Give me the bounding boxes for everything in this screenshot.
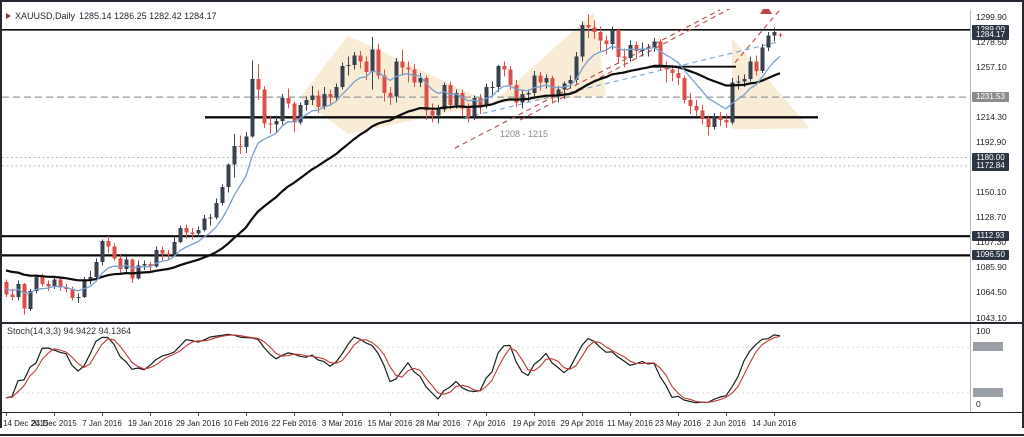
stoch-scale-max: 100 xyxy=(976,326,991,336)
date-axis-label: 10 Feb 2016 xyxy=(223,419,269,428)
price-badge-1112.93: 1112.93 xyxy=(972,231,1009,242)
stoch-main-line xyxy=(5,333,781,404)
main-plot[interactable] xyxy=(2,1,970,315)
support-zone-label: 1208 - 1215 xyxy=(499,129,549,139)
price-axis-label: 1128.70 xyxy=(976,212,1007,223)
price-axis-label: 1085.90 xyxy=(976,262,1007,273)
ma-slow-line xyxy=(5,64,781,282)
date-tick xyxy=(150,413,151,416)
stoch-plot[interactable] xyxy=(2,333,970,404)
price-axis-label: 1257.10 xyxy=(976,61,1007,72)
date-tick xyxy=(534,413,535,416)
date-axis-label: 7 Apr 2016 xyxy=(466,419,506,428)
date-tick xyxy=(582,413,583,416)
price-axis-label: 1064.50 xyxy=(976,287,1007,298)
window-frame-left xyxy=(0,0,2,428)
date-axis-label: 22 Feb 2016 xyxy=(271,419,317,428)
date-tick xyxy=(342,413,343,416)
ascending-trendline-red-2[interactable] xyxy=(519,1,745,121)
ascending-trendline-blue[interactable] xyxy=(464,40,781,119)
price-badge-1284.17: 1284.17 xyxy=(972,30,1009,41)
ascending-trendline-red-3[interactable] xyxy=(734,4,785,63)
price-axis-label: 1214.30 xyxy=(976,111,1007,122)
price-axis[interactable]: 100 0 1299.90 1278.50 1257.10 1214.30 1192.9… xyxy=(972,0,1024,437)
date-tick xyxy=(630,413,631,416)
price-axis-label: 1192.90 xyxy=(976,136,1007,147)
stoch-signal-line xyxy=(5,334,781,404)
legend-symbol: XAUUSD,Daily xyxy=(15,11,76,21)
price-badge-1289.00: 1289.00 xyxy=(972,24,1009,35)
date-tick xyxy=(774,413,775,416)
ascending-trendline-red-1[interactable] xyxy=(454,9,721,149)
date-axis-label: 24 Dec 2015 xyxy=(31,419,77,428)
price-axis-label: 1150.10 xyxy=(976,187,1007,198)
price-axis-label: 1299.90 xyxy=(976,11,1007,22)
date-tick xyxy=(54,413,55,416)
date-axis-label: 29 Jan 2016 xyxy=(175,419,221,428)
date-tick xyxy=(6,413,7,416)
date-axis-label: 2 Jun 2016 xyxy=(706,419,746,428)
date-axis-label: 14 Dec 2015 xyxy=(3,419,49,428)
date-axis-label: 19 Jan 2016 xyxy=(127,419,173,428)
date-axis-label: 14 Jun 2016 xyxy=(751,419,797,428)
stoch-level-badge-upper xyxy=(973,342,1003,351)
candlesticks xyxy=(4,14,783,315)
date-axis-label: 15 Mar 2016 xyxy=(367,419,413,428)
date-tick xyxy=(486,413,487,416)
time-axis[interactable]: 14 Dec 2015 24 Dec 2015 7 Jan 2016 19 Jan 2… xyxy=(0,412,1024,437)
date-tick xyxy=(246,413,247,416)
pattern-zone xyxy=(732,38,810,130)
date-axis-label: 19 Apr 2016 xyxy=(512,419,556,428)
axis-separator xyxy=(970,10,971,412)
date-tick xyxy=(294,413,295,416)
date-tick xyxy=(438,413,439,416)
window-frame-right xyxy=(1022,0,1024,428)
date-tick xyxy=(390,413,391,416)
chart-legend: XAUUSD,Daily 1285.14 1286.25 1282.42 128… xyxy=(6,11,217,21)
window-frame-top xyxy=(0,0,1024,2)
red-arrow-marker xyxy=(760,9,772,14)
stoch-indicator-label: Stoch(14,3,3) 94.9422 94.1364 xyxy=(7,326,131,336)
price-badge-1172.84: 1172.84 xyxy=(972,160,1009,171)
legend-quote: 1285.14 1286.25 1282.42 1284.17 xyxy=(79,11,217,21)
date-axis-label: 29 Apr 2016 xyxy=(560,419,604,428)
date-axis-label: 3 Mar 2016 xyxy=(321,419,363,428)
price-badge-1231.53: 1231.53 xyxy=(972,92,1009,103)
pattern-zone xyxy=(492,12,606,104)
date-axis-label: 28 Mar 2016 xyxy=(415,419,461,428)
date-axis-label: 23 May 2016 xyxy=(654,419,702,428)
stoch-name: Stoch(14,3,3) xyxy=(7,326,62,336)
date-tick xyxy=(102,413,103,416)
panel-separator xyxy=(0,322,1024,324)
stoch-level-badge-lower xyxy=(973,388,1003,397)
date-tick xyxy=(726,413,727,416)
date-tick xyxy=(678,413,679,416)
window-frame-bottom xyxy=(0,434,1024,436)
stoch-values: 94.9422 94.1364 xyxy=(63,326,132,336)
stoch-scale-min: 0 xyxy=(976,399,981,409)
date-axis-label: 7 Jan 2016 xyxy=(82,419,122,428)
stoch-bottom-separator xyxy=(0,411,1024,413)
symbol-icon xyxy=(6,13,11,19)
price-axis-label: 1107.30 xyxy=(976,237,1007,248)
price-badge-1180.00: 1180.00 xyxy=(972,152,1009,163)
date-tick xyxy=(198,413,199,416)
ma-fast-line xyxy=(5,45,781,294)
date-axis-label: 11 May 2016 xyxy=(607,419,653,428)
price-axis-label: 1043.10 xyxy=(976,312,1007,323)
price-badge-1096.50: 1096.50 xyxy=(972,250,1009,261)
price-axis-label: 1278.50 xyxy=(976,36,1007,47)
